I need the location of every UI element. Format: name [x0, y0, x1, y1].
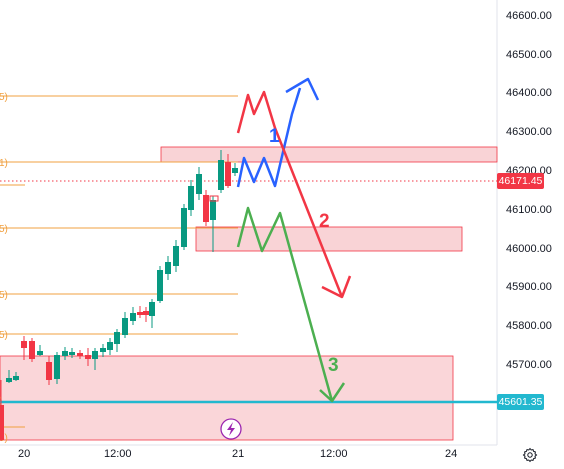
projection-arrowhead-3: [319, 382, 346, 403]
price-tick: 45700.00: [506, 359, 552, 371]
candle-body: [225, 162, 231, 186]
candle-body: [173, 246, 179, 266]
candle-body: [157, 270, 163, 301]
path-label-3: 3: [328, 355, 339, 376]
candle-body: [77, 353, 83, 356]
candle-body: [6, 378, 12, 382]
candle-body: [13, 376, 19, 380]
candle-body: [218, 160, 224, 190]
target-price-tag: 45601.35: [497, 394, 544, 410]
fib-label: 1): [0, 158, 8, 169]
fib-label: 5): [0, 290, 8, 301]
projection-path-3[interactable]: [236, 206, 334, 402]
path-label-2: 2: [319, 211, 330, 232]
candlesticks: [0, 150, 238, 441]
price-tick: 46300.00: [506, 126, 552, 138]
price-tick: 46600.00: [506, 10, 552, 22]
price-tick: 45800.00: [506, 320, 552, 332]
fib-levels[interactable]: [0, 95, 238, 428]
candle-body: [143, 311, 149, 315]
candle-body: [62, 351, 68, 356]
candle-body: [203, 195, 209, 222]
fib-label: 5): [0, 92, 8, 103]
supply-zone-upper[interactable]: [160, 146, 498, 163]
candle-body: [37, 351, 43, 355]
candle-body: [21, 341, 27, 348]
candle-body: [188, 186, 194, 210]
projection-path-1[interactable]: [236, 87, 302, 188]
candle-body: [107, 342, 113, 350]
projection-path-2[interactable]: [236, 90, 344, 298]
candle-body: [46, 362, 52, 380]
candle-body: [210, 200, 216, 220]
fib-label: 5): [0, 330, 8, 341]
candle-body: [85, 355, 91, 359]
lightning-icon[interactable]: [220, 418, 242, 440]
time-tick: 24: [445, 448, 458, 460]
candle-body: [54, 355, 60, 379]
price-tick: 46000.00: [506, 243, 552, 255]
time-tick: 12:00: [104, 448, 132, 460]
fib-label: 5): [0, 224, 8, 235]
candle-body: [100, 348, 106, 352]
candle-body: [130, 313, 136, 321]
price-axis[interactable]: 46600.0046500.0046400.0046300.0046200.00…: [506, 10, 552, 371]
price-tick: 46400.00: [506, 87, 552, 99]
current-price-tag: 46171.45: [497, 173, 544, 189]
candle-body: [137, 312, 143, 315]
price-tick: 46500.00: [506, 49, 552, 61]
time-tick: 12:00: [320, 448, 348, 460]
price-tick: 46100.00: [506, 204, 552, 216]
candle-body: [232, 168, 238, 173]
candle-body: [181, 208, 187, 247]
candle-body: [122, 318, 128, 335]
price-tick: 45900.00: [506, 281, 552, 293]
candle-body: [0, 405, 4, 440]
projection-arrowhead-2: [321, 275, 352, 299]
candle-body: [149, 302, 155, 316]
time-tick: 21: [232, 448, 245, 460]
candle-body: [29, 341, 35, 359]
candle-body: [92, 351, 98, 359]
candle-body: [69, 352, 75, 355]
candle-body: [196, 174, 202, 194]
order-marker: [209, 195, 219, 202]
gear-icon[interactable]: [522, 447, 538, 463]
path-label-1: 1: [269, 126, 280, 147]
projection-arrowhead-1: [285, 77, 320, 101]
time-tick: 20: [18, 448, 31, 460]
candle-body: [165, 262, 171, 274]
candle-body: [114, 332, 120, 344]
